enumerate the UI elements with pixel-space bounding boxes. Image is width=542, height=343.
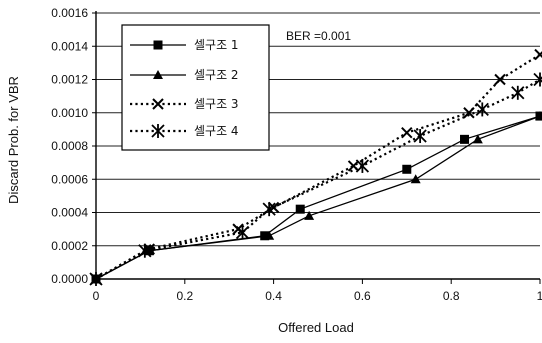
data-point-triangle [410, 174, 421, 184]
data-point-asterisk [533, 72, 542, 87]
data-point-asterisk [511, 85, 525, 100]
legend-label: 셀구조 2 [194, 68, 239, 82]
y-tick-labels: 0.0000 0.0002 0.0004 0.0006 0.0008 0.0010 0.00… [51, 6, 88, 286]
y-tick-label: 0.0014 [51, 39, 88, 53]
x-axis-title: Offered Load [278, 320, 354, 335]
data-point-asterisk [89, 272, 103, 286]
series-4 [89, 72, 542, 286]
y-tick-label: 0.0002 [51, 239, 88, 253]
data-point-triangle [153, 70, 163, 79]
legend-label: 셀구조 1 [194, 38, 239, 52]
data-point-x [534, 48, 542, 61]
x-tick-labels: 0 0.2 0.4 0.6 0.8 1 [93, 289, 542, 303]
legend-item-2: 셀구조 2 [130, 68, 239, 82]
legend-item-3: 셀구조 3 [130, 97, 239, 111]
data-point-triangle [472, 134, 483, 144]
data-point-asterisk [138, 243, 152, 258]
x-tick-label: 0 [93, 289, 100, 303]
data-point-square [402, 164, 412, 174]
data-point-asterisk [235, 225, 250, 240]
legend-box [121, 24, 270, 151]
x-tick-label: 0.6 [354, 289, 371, 303]
data-point-triangle [304, 210, 315, 220]
data-point-triangle [264, 230, 275, 240]
x-tick-label: 0.4 [265, 289, 282, 303]
y-tick-label: 0.0000 [51, 272, 88, 286]
y-tick-label: 0.0008 [51, 139, 88, 153]
y-axis-title: Discard Prob. for VBR [6, 76, 21, 204]
legend-item-1: 셀구조 1 [130, 38, 239, 52]
data-point-asterisk [262, 202, 276, 217]
data-point-asterisk [413, 129, 427, 144]
data-point-square [295, 204, 305, 214]
data-point-x [494, 73, 506, 86]
data-point-asterisk [355, 158, 370, 173]
data-point-x [401, 126, 413, 139]
x-tick-label: 0.8 [443, 289, 460, 303]
legend-label: 셀구조 3 [194, 97, 239, 111]
data-point-x [463, 107, 475, 119]
x-tick-label: 0.2 [176, 289, 193, 303]
y-tick-label: 0.0016 [51, 6, 88, 20]
data-point-square [153, 40, 163, 50]
x-tick-label: 1 [537, 289, 542, 303]
y-tick-label: 0.0006 [51, 172, 88, 186]
y-tick-label: 0.0004 [51, 206, 88, 220]
data-point-asterisk [475, 102, 489, 117]
y-tick-label: 0.0010 [51, 106, 88, 120]
data-point-x [152, 98, 164, 110]
legend: 셀구조 1 셀구조 2 셀구조 3 셀구조 4 [121, 24, 270, 151]
legend-label: 셀구조 4 [194, 124, 239, 138]
data-point-triangle [535, 111, 542, 121]
axes [92, 11, 541, 284]
series-lines [89, 48, 542, 286]
data-point-asterisk [151, 124, 165, 138]
ber-annotation: BER =0.001 [286, 29, 351, 43]
legend-item-4: 셀구조 4 [130, 124, 239, 138]
data-point-square [460, 134, 470, 144]
y-tick-label: 0.0012 [51, 73, 88, 87]
